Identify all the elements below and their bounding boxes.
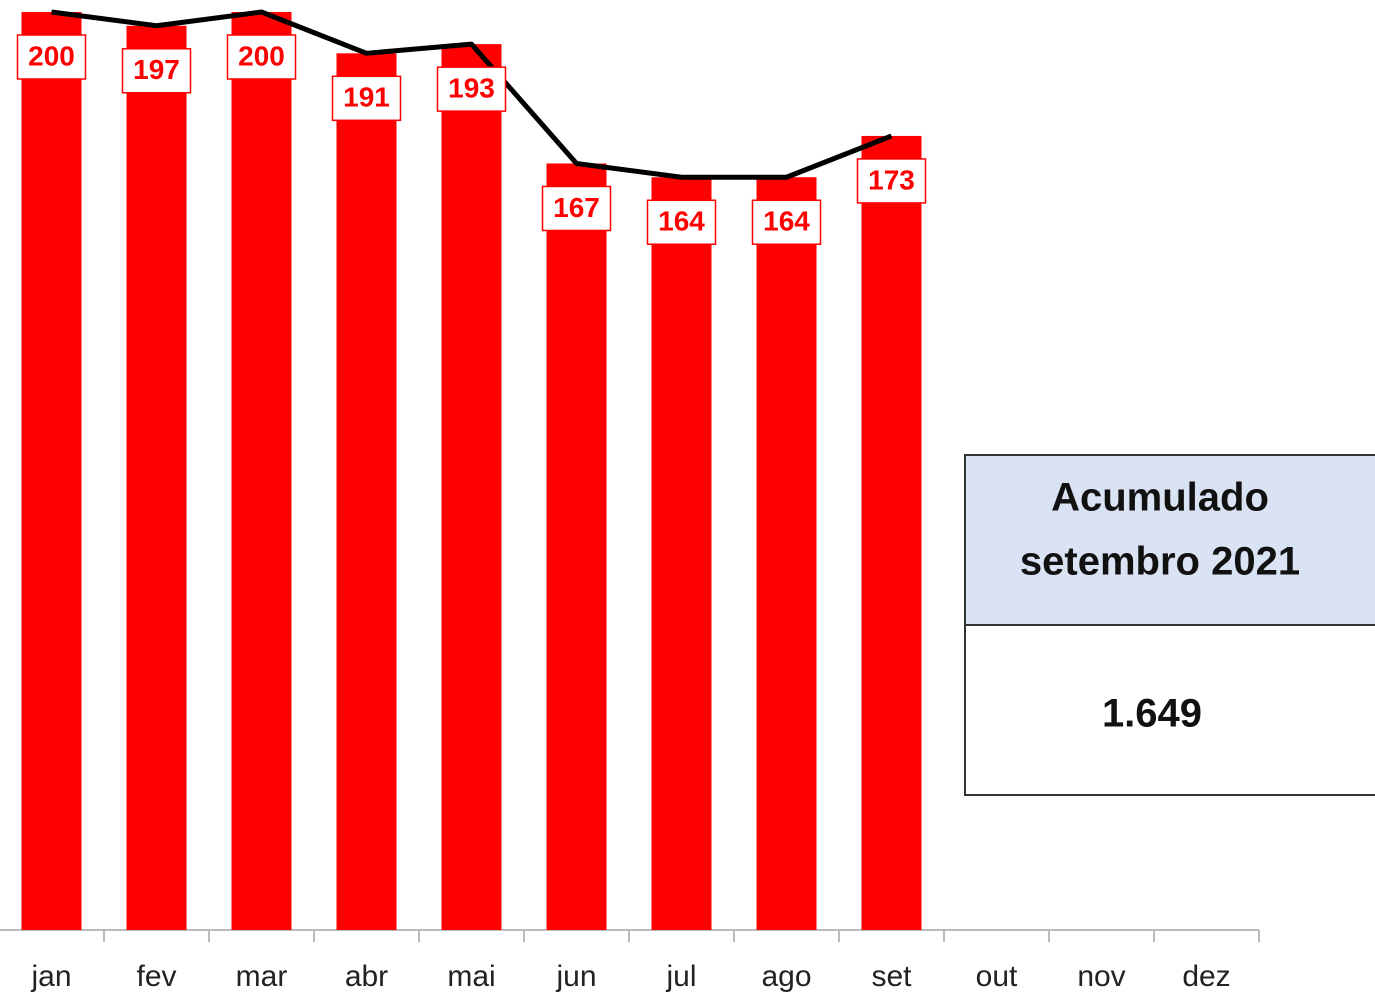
trend-line: [51, 9, 893, 180]
bar: [231, 12, 292, 930]
data-label-box: [646, 199, 717, 245]
summary-title: setembro 2021: [1020, 540, 1300, 584]
bar: [861, 135, 922, 930]
summary-title: Acumulado: [1051, 476, 1269, 520]
x-tick-label: mar: [236, 960, 288, 993]
data-label-box: [121, 48, 192, 94]
data-label-box: [331, 75, 402, 122]
data-label-box: [541, 185, 612, 232]
bar: [126, 25, 187, 930]
data-label-box: [226, 34, 297, 80]
bar: [441, 44, 502, 930]
x-tick-label: out: [976, 960, 1018, 993]
data-label-box: [16, 34, 87, 80]
data-label: 164: [763, 206, 810, 237]
data-label-box: [856, 158, 927, 204]
data-label: 200: [238, 40, 285, 71]
x-tick-label: jul: [665, 960, 696, 993]
bar: [21, 12, 82, 930]
summary-body: [964, 624, 1375, 796]
data-label: 200: [28, 40, 75, 71]
x-tick-label: ago: [761, 960, 811, 993]
x-tick-label: dez: [1182, 960, 1230, 993]
summary-header: [964, 454, 1375, 626]
x-tick-label: jun: [555, 960, 596, 993]
data-label: 197: [133, 54, 180, 85]
summary-value: 1.649: [1102, 692, 1202, 736]
x-tick-label: fev: [136, 960, 176, 993]
x-tick-label: nov: [1077, 960, 1125, 993]
x-tick-label: jan: [30, 960, 71, 993]
bar: [651, 177, 712, 931]
bar: [756, 177, 817, 931]
data-label: 193: [448, 73, 495, 104]
x-tick-label: abr: [345, 960, 388, 993]
x-tick-label: mai: [447, 960, 495, 993]
data-label: 173: [868, 164, 915, 195]
bar: [546, 163, 607, 931]
data-label: 167: [553, 192, 600, 223]
x-tick-label: set: [871, 960, 912, 993]
data-label: 191: [343, 82, 390, 113]
data-label-box: [436, 66, 507, 112]
data-label: 164: [658, 206, 705, 237]
bar: [336, 53, 397, 931]
data-label-box: [751, 199, 822, 245]
